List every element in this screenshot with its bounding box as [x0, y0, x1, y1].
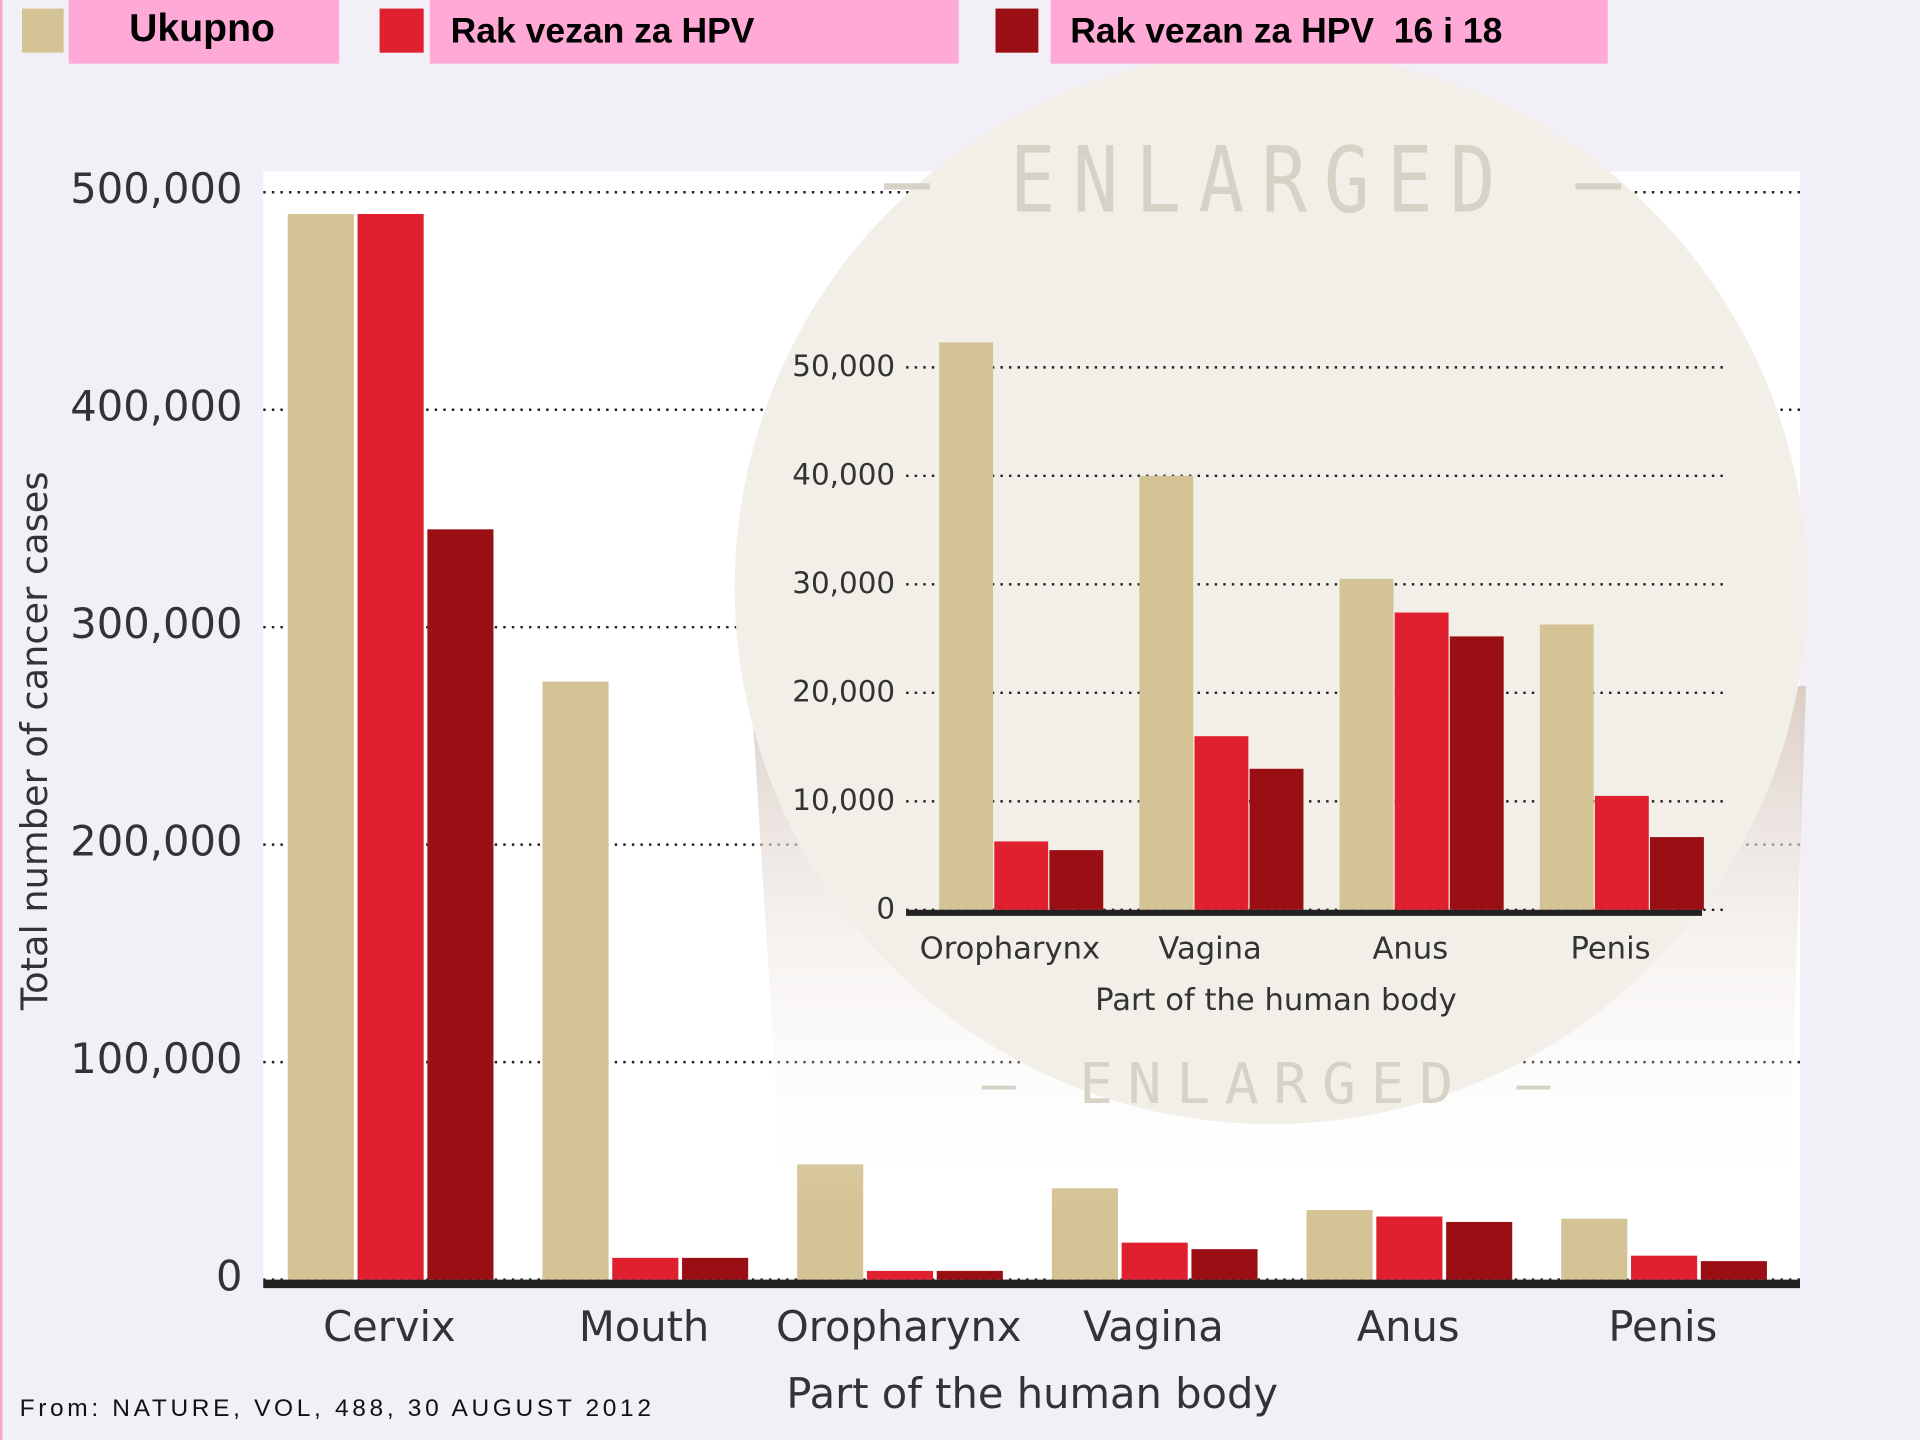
x-tick-label: Vagina — [1083, 1302, 1224, 1351]
y-tick-label: 200,000 — [70, 817, 242, 866]
y-tick-label: 400,000 — [70, 382, 242, 431]
x-axis-label: Part of the human body — [786, 1369, 1278, 1418]
legend-label: Rak vezan za HPV 16 i 18 — [1070, 10, 1502, 50]
bar — [1306, 1210, 1373, 1280]
legend-label: Ukupno — [129, 7, 275, 50]
legend-swatch — [995, 8, 1039, 53]
y-tick-label: 30,000 — [792, 566, 895, 600]
legend-swatch — [22, 8, 64, 53]
enlarged-label: — ENLARGED — — [884, 127, 1638, 233]
y-tick-label: 20,000 — [792, 674, 895, 708]
legend: Ukupno Rak vezan za HPV Rak vezan za HPV… — [22, 0, 1608, 64]
bar — [994, 841, 1049, 910]
x-tick-label: Anus — [1357, 1302, 1460, 1351]
x-axis-label: Part of the human body — [1095, 983, 1457, 1018]
bar — [1631, 1255, 1698, 1280]
y-tick-label: 0 — [876, 891, 895, 925]
bar — [1561, 1218, 1628, 1280]
bar — [1539, 624, 1594, 910]
y-axis-label: Total number of cancer cases — [13, 472, 56, 1012]
x-tick-label: Oropharynx — [920, 932, 1101, 967]
inset-chart: 0 10,000 20,000 30,000 40,000 50,000 Oropharyn… — [792, 342, 1729, 1018]
x-tick-label: Anus — [1372, 932, 1448, 967]
y-tick-label: 10,000 — [792, 783, 895, 817]
bar — [1376, 1216, 1443, 1280]
y-tick-label: 50,000 — [792, 349, 895, 383]
x-tick-label: Vagina — [1158, 932, 1261, 967]
legend-label: Rak vezan za HPV — [451, 10, 755, 50]
bar — [866, 1270, 934, 1280]
bar — [682, 1257, 749, 1280]
bar — [1449, 636, 1504, 910]
bar — [939, 342, 994, 910]
bar — [936, 1270, 1003, 1280]
bar — [1650, 837, 1704, 910]
source-note: From: NATURE, VOL, 488, 30 AUGUST 2012 — [20, 1395, 655, 1422]
legend-box — [1050, 0, 1608, 64]
bar — [1121, 1242, 1188, 1280]
bar — [427, 529, 494, 1280]
bar — [1446, 1221, 1513, 1280]
bar — [1594, 795, 1649, 910]
enlarged-label: — ENLARGED — — [982, 1052, 1565, 1117]
y-tick-label: 300,000 — [70, 599, 242, 648]
bar — [1339, 578, 1394, 910]
bar — [357, 213, 424, 1280]
bar — [1191, 1249, 1258, 1280]
y-tick-label: 40,000 — [792, 457, 895, 491]
bar — [542, 681, 609, 1280]
bar — [1249, 768, 1304, 910]
y-tick-label: 100,000 — [70, 1034, 242, 1083]
bar — [287, 213, 354, 1280]
main-chart: 0 100,000 200,000 300,000 400,000 500,000 Cerv… — [13, 164, 1800, 1418]
bar — [1194, 736, 1249, 910]
x-tick-label: Cervix — [323, 1302, 456, 1351]
legend-swatch — [379, 8, 424, 53]
bar — [612, 1257, 679, 1280]
x-tick-label: Penis — [1570, 932, 1650, 967]
x-tick-label: Penis — [1608, 1302, 1717, 1351]
bar — [1394, 612, 1449, 910]
bar — [1139, 475, 1194, 910]
bar — [1700, 1261, 1767, 1280]
legend-box — [68, 0, 340, 64]
bar — [1049, 850, 1104, 910]
x-tick-label: Mouth — [579, 1302, 709, 1351]
y-tick-label: 500,000 — [70, 164, 242, 213]
x-tick-label: Oropharynx — [776, 1302, 1022, 1351]
legend-box — [429, 0, 959, 64]
y-tick-label: 0 — [216, 1252, 242, 1301]
